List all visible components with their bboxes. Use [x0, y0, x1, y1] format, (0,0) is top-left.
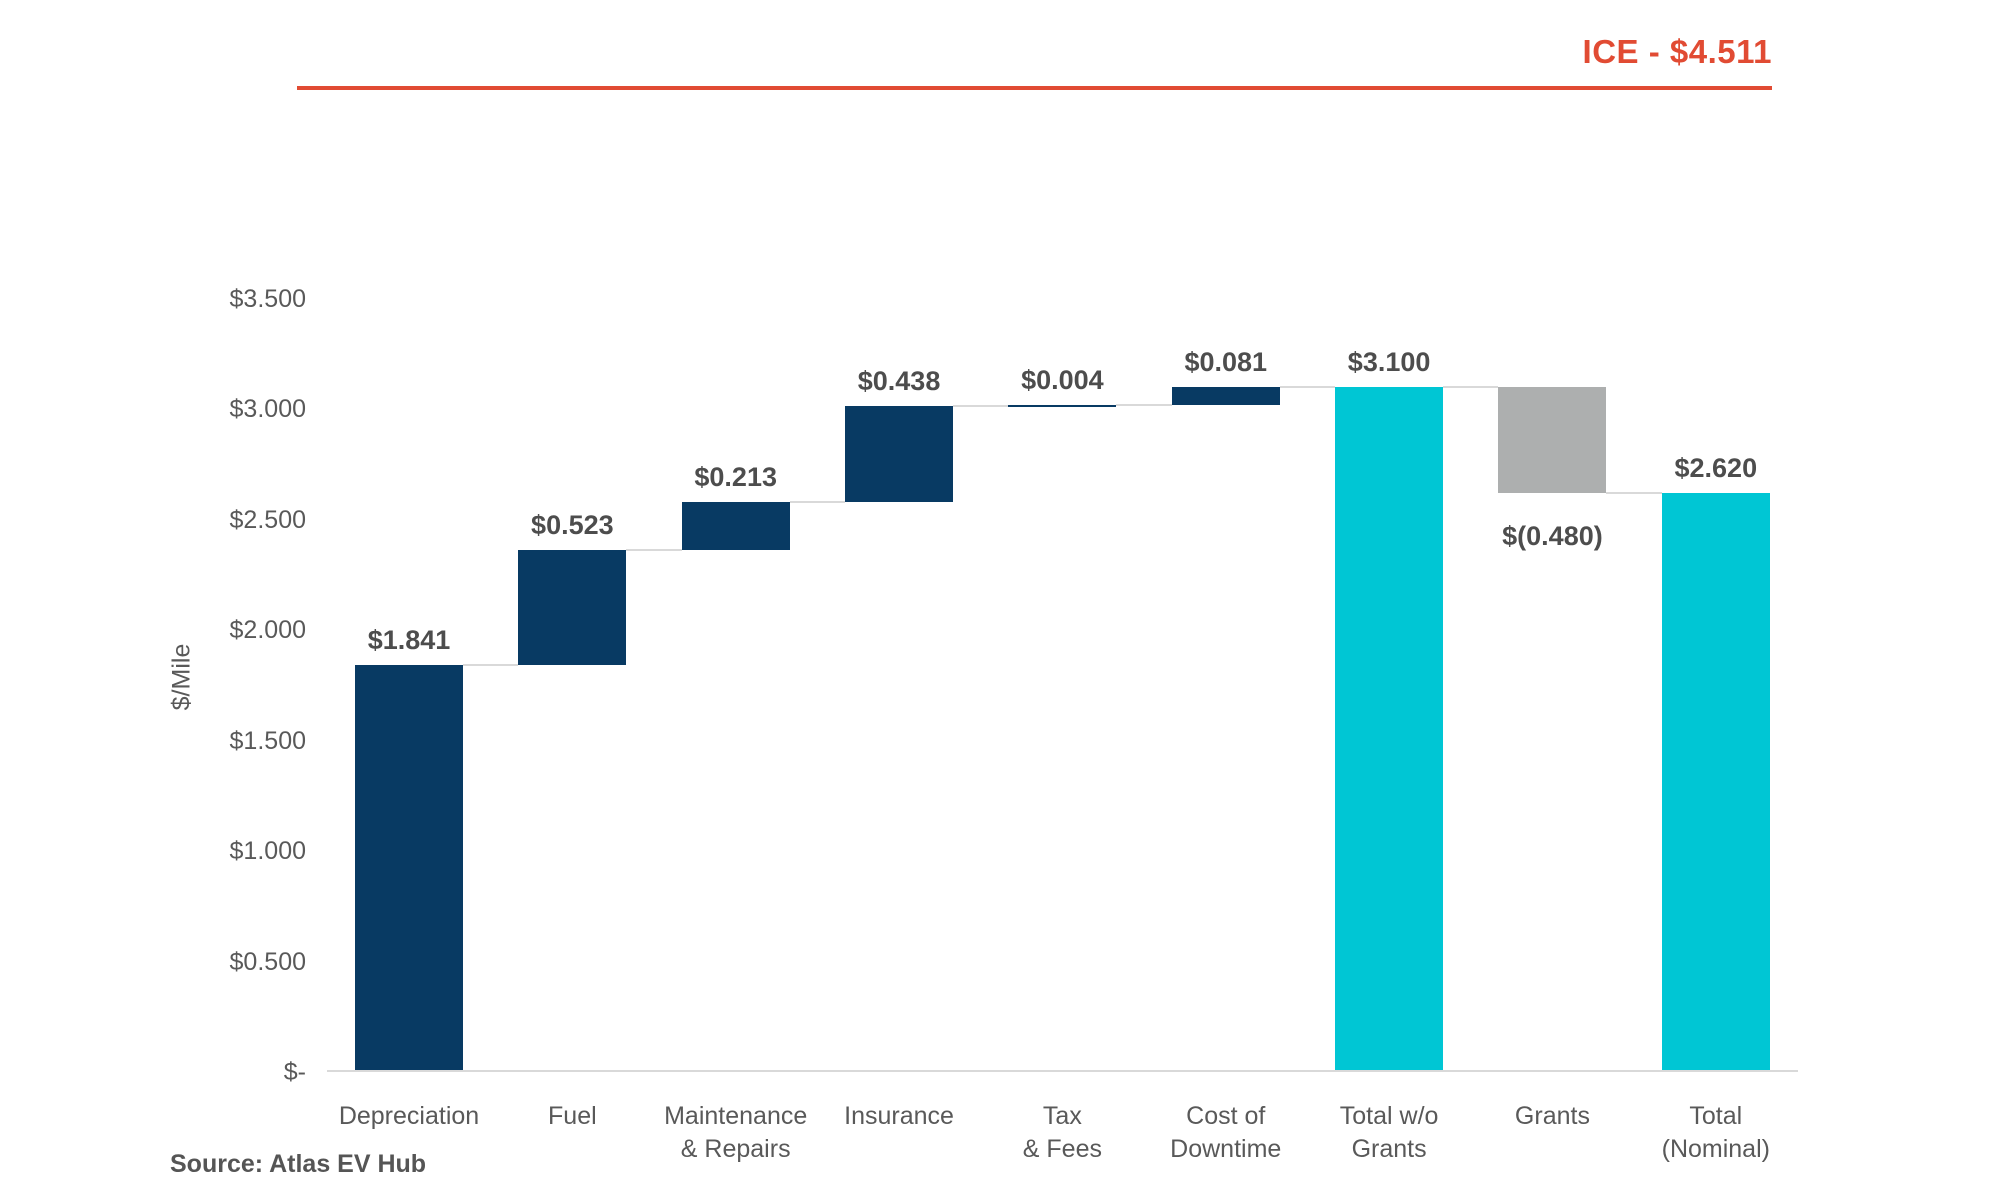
value-label-total-w-o-grants: $3.100 — [1347, 346, 1431, 377]
y-tick-label: $3.500 — [229, 284, 306, 313]
category-label-depreciation: Depreciation — [338, 1102, 480, 1130]
value-label-maintenance-repairs: $0.213 — [694, 462, 777, 493]
x-axis-line — [327, 1070, 1798, 1072]
connector-line — [463, 664, 519, 667]
category-label-cost-of-downtime: Cost of Downtime — [1170, 1102, 1282, 1163]
category-label-total-w-o-grants: Total w/o Grants — [1339, 1102, 1439, 1163]
y-axis-title: $/Mile — [167, 643, 196, 711]
category-label-maintenance-repairs: Maintenance & Repairs — [664, 1102, 808, 1163]
value-label-cost-of-downtime: $0.081 — [1184, 346, 1268, 377]
connector-line — [953, 404, 1009, 407]
value-label-total-nominal: $2.620 — [1674, 452, 1758, 483]
ice-reference-label: ICE - $4.511 — [1582, 33, 1772, 70]
bar-maintenance-repairs — [681, 502, 790, 550]
y-tick-label: $- — [283, 1058, 306, 1086]
value-label-fuel: $0.523 — [531, 509, 614, 540]
category-label-total-nominal: Total (Nominal) — [1661, 1102, 1770, 1163]
bar-cost-of-downtime — [1171, 386, 1280, 405]
connector-line — [1606, 491, 1662, 494]
y-tick-label: $1.500 — [229, 726, 306, 755]
source-note: Source: Atlas EV Hub — [170, 1150, 427, 1178]
bar-total-w-o-grants — [1335, 386, 1444, 1072]
y-tick-label: $1.000 — [229, 837, 306, 865]
ice-reference-line — [297, 86, 1772, 90]
y-tick-label: $2.500 — [229, 505, 306, 534]
bar-tax-fees — [1008, 404, 1117, 407]
connector-line — [1443, 385, 1499, 388]
y-tick-label: $0.500 — [229, 947, 306, 976]
bar-grants — [1498, 386, 1607, 493]
category-label-tax-fees: Tax & Fees — [1022, 1102, 1102, 1163]
value-label-tax-fees: $0.004 — [1021, 364, 1104, 395]
category-label-fuel: Fuel — [548, 1102, 597, 1130]
category-label-grants: Grants — [1514, 1102, 1590, 1130]
bar-insurance — [845, 405, 954, 503]
connector-line — [1116, 403, 1172, 406]
bar-total-nominal — [1661, 492, 1770, 1072]
y-tick-label: $3.000 — [229, 395, 306, 423]
connector-line — [789, 501, 846, 504]
value-label-insurance: $0.438 — [857, 365, 941, 396]
connector-line — [626, 548, 682, 551]
bar-fuel — [518, 549, 627, 666]
connector-line — [1279, 385, 1336, 388]
y-tick-label: $2.000 — [229, 616, 306, 644]
bar-depreciation — [355, 665, 463, 1072]
value-label-depreciation: $1.841 — [367, 625, 451, 656]
value-label-grants: $(0.480) — [1502, 520, 1603, 551]
category-label-insurance: Insurance — [844, 1102, 954, 1130]
